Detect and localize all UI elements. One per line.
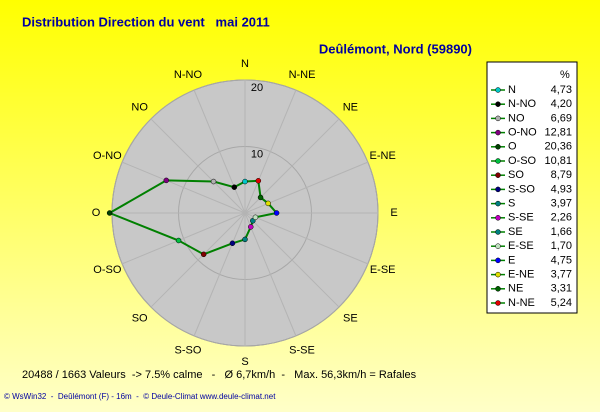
legend-label: O-NO (508, 127, 537, 139)
data-point (255, 178, 262, 184)
legend-label: SE (508, 226, 523, 238)
legend-marker (495, 286, 501, 292)
legend-value: 1,66 (551, 226, 572, 238)
spoke (193, 89, 246, 214)
legend-marker (495, 158, 501, 164)
data-point (106, 210, 113, 216)
axis-label: E-NE (370, 150, 396, 162)
data-point (210, 178, 217, 185)
legend-marker (495, 129, 501, 136)
spoke (244, 212, 340, 308)
axis-label: N (241, 58, 249, 70)
data-point (248, 224, 254, 230)
legend-value: 5,24 (551, 297, 572, 309)
legend-value: 6,69 (551, 112, 572, 124)
chart-title: Distribution Direction du vent mai 2011 (22, 14, 270, 29)
legend-marker (495, 144, 501, 150)
r-tick-label: 10 (251, 148, 263, 160)
spoke (121, 161, 246, 214)
legend-marker (495, 101, 501, 107)
spoke (150, 212, 246, 308)
axis-label: SO (132, 312, 148, 324)
legend-value: 4,20 (551, 98, 572, 110)
data-point (163, 177, 170, 184)
legend-value: 8,79 (551, 169, 572, 181)
axis-label: N-NE (289, 69, 316, 81)
legend-value: 1,70 (551, 240, 572, 252)
axis-label: S-SO (175, 345, 202, 357)
spoke (244, 212, 297, 337)
axis-label: NO (131, 102, 148, 114)
data-point (242, 236, 248, 243)
data-point (273, 210, 280, 216)
legend-label: O-SO (508, 155, 537, 167)
data-point (231, 184, 238, 190)
legend-marker (495, 87, 501, 93)
footer-text: 20488 / 1663 Valeurs -> 7.5% calme - Ø 6… (22, 369, 417, 381)
legend-value: 3,97 (551, 198, 572, 210)
data-point (175, 237, 182, 244)
legend-label: N (508, 84, 516, 96)
legend-label: E-NE (508, 269, 534, 281)
legend-marker (495, 215, 501, 221)
legend-label: S-SE (508, 212, 534, 224)
legend-label: S (508, 198, 515, 210)
copyright-text: © WsWin32 - Deûlémont (F) - 16m - © Deul… (4, 392, 276, 401)
axis-label: N-NO (174, 69, 203, 81)
legend-marker (495, 300, 501, 306)
axis-label: E-SE (370, 264, 396, 276)
legend-value: 12,81 (544, 127, 572, 139)
axis-label: NE (343, 102, 358, 114)
legend-label: E-SE (508, 240, 534, 252)
legend-marker (495, 186, 501, 193)
legend-value: 2,26 (551, 212, 572, 224)
axis-label: O-SO (93, 264, 122, 276)
legend-value: 10,81 (544, 155, 572, 167)
legend-value: 4,93 (551, 183, 572, 195)
legend-marker (495, 172, 501, 178)
data-point (242, 178, 248, 185)
legend-marker (495, 271, 501, 278)
axis-label: SE (343, 312, 358, 324)
legend-value: 3,31 (551, 283, 572, 295)
legend-marker (495, 200, 501, 207)
legend-label: NE (508, 283, 523, 295)
legend-label: N-NO (508, 98, 537, 110)
axis-label: O (92, 207, 101, 219)
spoke (193, 212, 246, 337)
legend-value: 4,75 (551, 254, 572, 266)
legend-value: 20,36 (544, 141, 572, 153)
data-point (200, 251, 207, 258)
data-point (265, 200, 271, 207)
legend-header: % (560, 69, 570, 81)
data-point (229, 240, 236, 247)
legend-value: 3,77 (551, 269, 572, 281)
spoke (244, 161, 369, 214)
chart-subtitle: Deûlémont, Nord (59890) (319, 41, 472, 56)
legend-label: E (508, 254, 515, 266)
legend-label: N-NE (508, 297, 535, 309)
axis-label: S-SE (289, 345, 315, 357)
legend-marker (495, 229, 501, 235)
legend-label: S-SO (508, 183, 535, 195)
legend-label: SO (508, 169, 524, 181)
legend-marker (495, 257, 501, 264)
spoke (121, 212, 246, 265)
axis-label: O-NO (93, 150, 122, 162)
data-point (257, 194, 264, 201)
r-tick-label: 20 (251, 82, 263, 94)
spoke (150, 118, 246, 214)
legend-value: 4,73 (551, 84, 572, 96)
spoke (244, 89, 297, 214)
legend-label: O (508, 141, 517, 153)
legend-marker (495, 115, 501, 122)
axis-label: E (390, 207, 397, 219)
legend-label: NO (508, 112, 525, 124)
spoke (244, 212, 369, 265)
legend-marker (495, 243, 501, 249)
axis-label: S (241, 356, 248, 368)
data-point (252, 214, 259, 221)
